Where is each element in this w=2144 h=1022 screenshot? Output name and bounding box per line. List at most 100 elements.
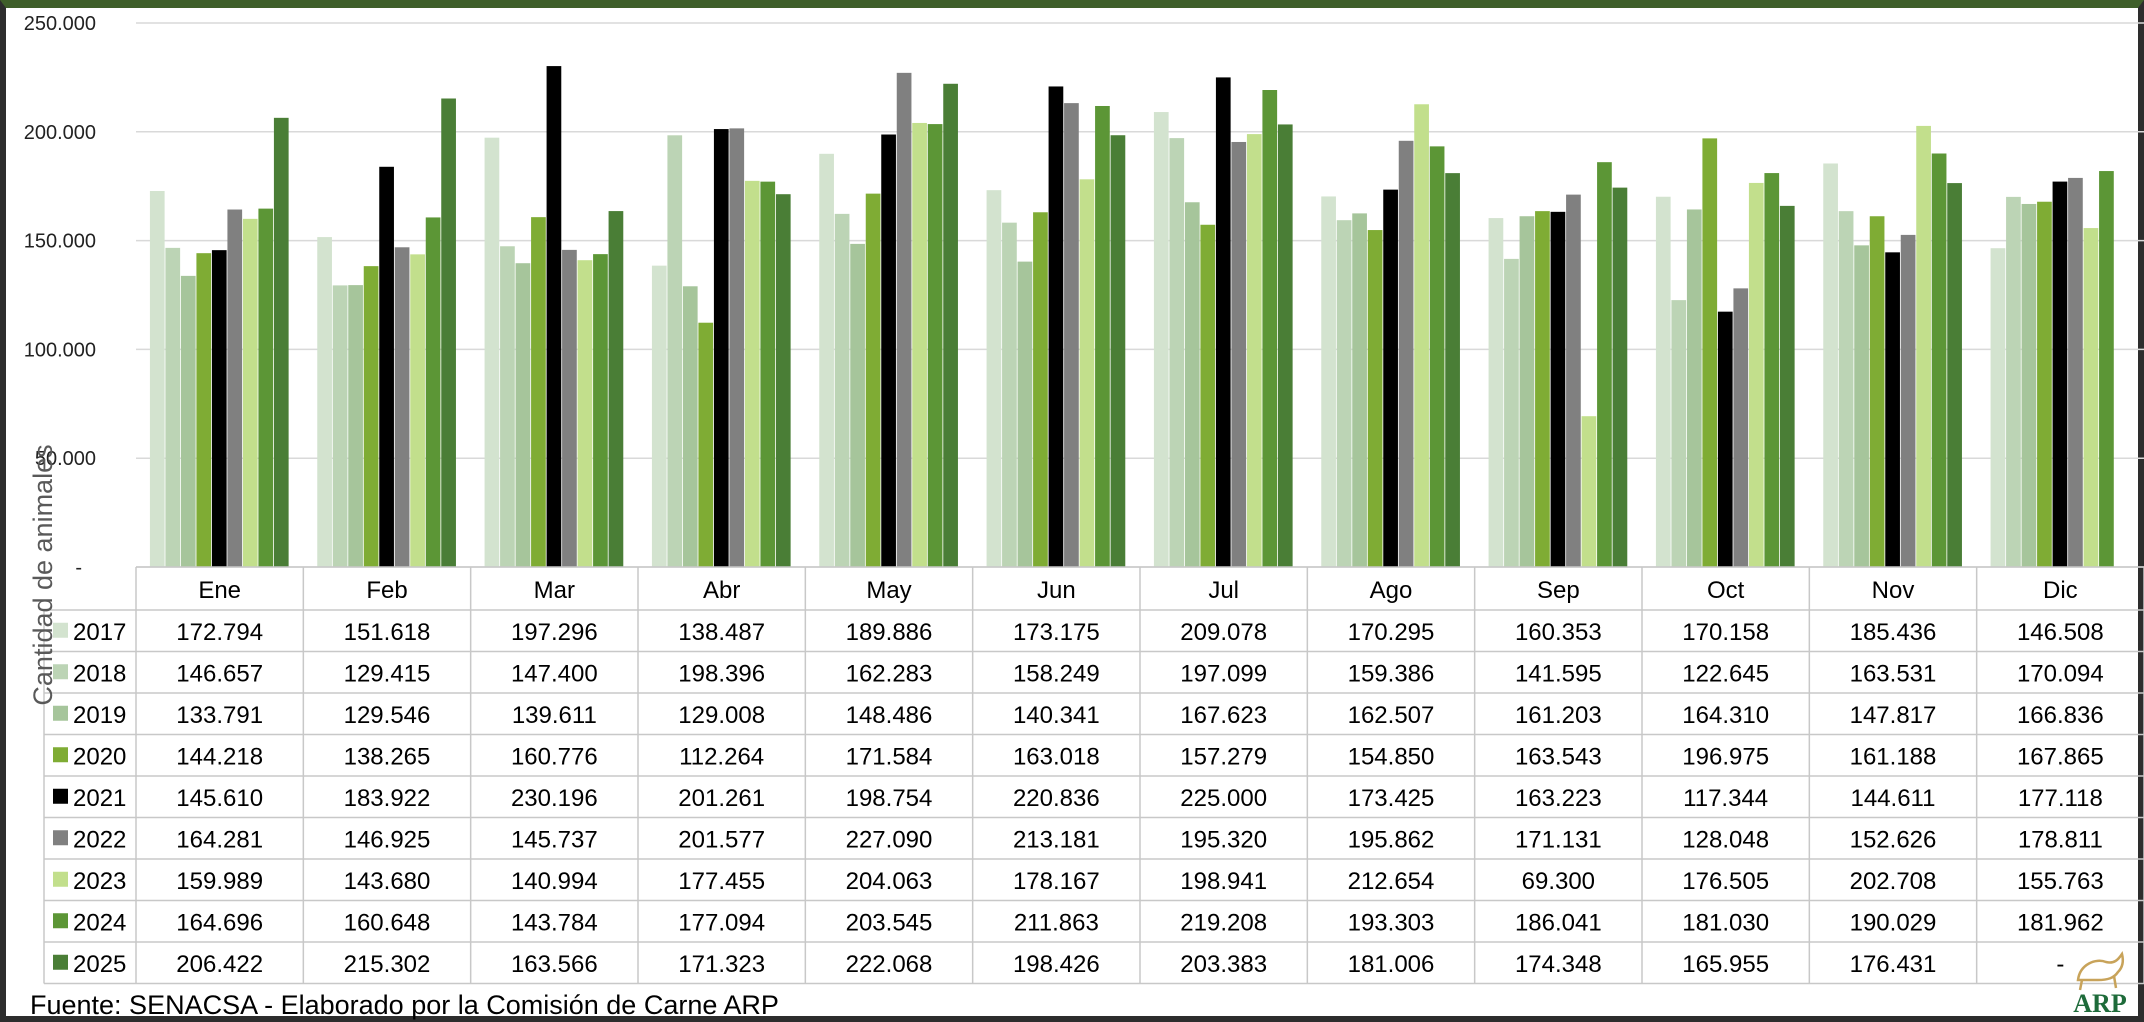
bar-2017-May	[819, 153, 834, 567]
bar-2017-Sep	[1488, 218, 1504, 567]
data-label: 170.158	[1682, 619, 1769, 646]
data-label: 195.320	[1180, 826, 1267, 853]
bar-2019-Ago	[1352, 213, 1367, 567]
bar-2018-Sep	[1504, 258, 1519, 567]
bar-2025-Sep	[1612, 187, 1628, 567]
bar-2022-Nov	[1900, 234, 1916, 567]
data-label: 128.048	[1682, 826, 1769, 853]
series-name: 2021	[73, 785, 126, 812]
data-label: 139.611	[512, 702, 597, 729]
y-tick-label: 250.000	[24, 13, 96, 35]
data-label: 171.323	[678, 951, 765, 978]
data-label: 174.348	[1515, 951, 1602, 978]
bar-2017-Abr	[651, 265, 667, 567]
bar-2022-May	[896, 72, 912, 567]
data-label: 167.623	[1180, 702, 1267, 729]
bar-2024-Oct	[1764, 173, 1780, 567]
data-label: 225.000	[1180, 785, 1267, 812]
bar-2021-Ene	[211, 250, 227, 567]
bar-2018-Nov	[1838, 211, 1854, 567]
data-label: 173.425	[1348, 785, 1435, 812]
data-label: 143.680	[344, 868, 431, 895]
bar-2020-Sep	[1535, 211, 1550, 567]
data-label: 203.383	[1180, 951, 1267, 978]
y-tick-label: 50.000	[35, 448, 96, 470]
bar-2024-Mar	[593, 254, 608, 567]
bar-2018-Oct	[1671, 300, 1687, 567]
data-label: 138.265	[344, 743, 431, 770]
category-label: Jul	[1208, 577, 1239, 604]
data-label: 129.415	[344, 660, 431, 687]
data-label: 185.436	[1850, 619, 1937, 646]
y-tick-label: -	[75, 557, 82, 579]
category-label: Ago	[1370, 577, 1413, 604]
bar-2020-Nov	[1869, 216, 1885, 567]
bar-2025-Feb	[441, 98, 456, 567]
series-name: 2025	[73, 951, 126, 978]
data-label: 177.455	[678, 868, 765, 895]
bar-2019-Ene	[180, 275, 196, 567]
bar-2017-Jul	[1153, 112, 1169, 568]
bar-2023-Jul	[1246, 134, 1262, 567]
data-label: 211.863	[1014, 909, 1099, 936]
bar-2018-Jun	[1002, 222, 1017, 567]
bar-2024-Feb	[425, 217, 441, 567]
data-label: 220.836	[1013, 785, 1100, 812]
data-label: 197.296	[511, 619, 598, 646]
category-label: Mar	[534, 577, 575, 604]
data-label: 146.657	[176, 660, 263, 687]
bar-2019-Mar	[515, 263, 531, 567]
bar-2018-Ene	[165, 247, 181, 567]
data-label: 122.645	[1682, 660, 1769, 687]
data-label: 198.941	[1180, 868, 1267, 895]
category-label: Sep	[1537, 577, 1580, 604]
category-label: Ene	[198, 577, 241, 604]
data-label: 147.817	[1850, 702, 1937, 729]
data-label: 117.344	[1683, 785, 1768, 812]
data-label: 164.696	[176, 909, 263, 936]
bar-2020-Feb	[363, 266, 379, 567]
bar-2021-Oct	[1717, 311, 1733, 567]
data-label: 138.487	[678, 619, 765, 646]
category-label: Dic	[2043, 577, 2078, 604]
bar-2021-Jun	[1048, 86, 1064, 568]
data-label: 140.341	[1013, 702, 1100, 729]
data-label: 146.508	[2017, 619, 2104, 646]
data-label: 181.030	[1682, 909, 1769, 936]
data-label: 213.181	[1013, 826, 1100, 853]
data-label: 154.850	[1348, 743, 1435, 770]
bar-2024-Nov	[1931, 153, 1947, 567]
bar-2020-Oct	[1702, 138, 1718, 567]
bar-2019-Jun	[1017, 261, 1033, 567]
series-name: 2024	[73, 909, 126, 936]
data-label: 177.094	[678, 909, 765, 936]
bar-2018-Mar	[500, 246, 515, 567]
data-label: 189.886	[846, 619, 933, 646]
bar-2017-Ago	[1321, 196, 1336, 567]
bar-2025-Mar	[608, 211, 624, 567]
category-label: Feb	[366, 577, 407, 604]
data-label: 148.486	[846, 702, 933, 729]
data-label: 171.584	[846, 743, 933, 770]
bar-2021-May	[881, 134, 896, 567]
bar-2017-Mar	[484, 137, 500, 567]
bar-2018-Jul	[1169, 138, 1185, 568]
data-label: -	[2056, 951, 2064, 978]
bar-2022-Jul	[1231, 141, 1247, 568]
data-label: 186.041	[1515, 909, 1602, 936]
data-table: Ene Feb Mar Abr May Jun Jul Ago Sep Oct Nov Dic 2017…	[43, 566, 2144, 985]
data-label: 161.188	[1850, 743, 1937, 770]
bar-2017-Ene	[149, 191, 165, 567]
data-label: 176.505	[1682, 868, 1769, 895]
bar-2017-Oct	[1655, 196, 1671, 568]
bar-2020-Dic	[2037, 201, 2052, 568]
data-label: 160.353	[1515, 619, 1602, 646]
series-name: 2018	[73, 660, 126, 687]
source-note: Fuente: SENACSA - Elaborado por la Comis…	[30, 990, 779, 1020]
data-label: 129.546	[344, 702, 431, 729]
data-label: 151.618	[344, 619, 431, 646]
data-label: 183.922	[344, 785, 431, 812]
data-label: 166.836	[2017, 702, 2104, 729]
data-label: 163.223	[1515, 785, 1602, 812]
bar-2019-Oct	[1686, 209, 1702, 567]
